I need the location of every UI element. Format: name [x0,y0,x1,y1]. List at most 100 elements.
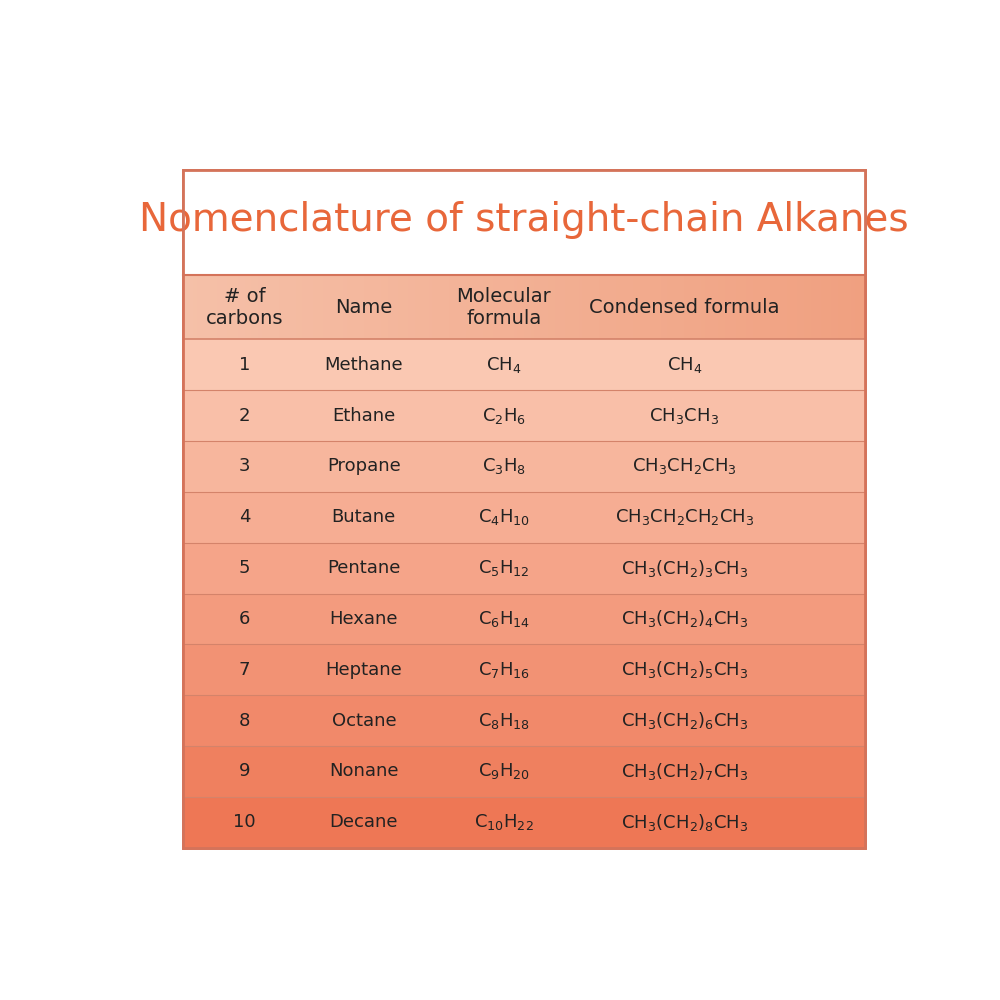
Bar [330,275,334,339]
Bar [217,275,221,339]
Bar [582,275,586,339]
Bar [234,275,238,339]
Text: C$_8$H$_{18}$: C$_8$H$_{18}$ [478,711,530,731]
Bar [204,275,208,339]
Bar [787,275,791,339]
Text: C$_3$H$_8$: C$_3$H$_8$ [482,456,526,476]
Bar [316,275,320,339]
Bar [579,275,583,339]
Bar [517,275,521,339]
Bar [251,275,256,339]
Bar [183,170,865,275]
Bar [637,275,641,339]
Bar [674,275,678,339]
Bar [626,275,631,339]
Bar [487,275,491,339]
Bar [439,275,443,339]
Bar [374,275,378,339]
Bar [405,275,409,339]
Bar [183,441,865,492]
Bar [275,275,279,339]
Bar [715,275,719,339]
Bar [821,275,825,339]
Bar [323,275,327,339]
Bar [834,275,839,339]
Bar [524,275,528,339]
Bar [197,275,201,339]
Bar [391,275,395,339]
Bar [476,275,481,339]
Bar [589,275,593,339]
Bar [350,275,354,339]
Bar [357,275,361,339]
Text: 1: 1 [239,356,250,374]
Text: C$_2$H$_6$: C$_2$H$_6$ [482,406,526,426]
Text: C$_4$H$_{10}$: C$_4$H$_{10}$ [478,507,530,527]
Bar [725,275,729,339]
Bar [684,275,689,339]
Bar [742,275,747,339]
Bar [408,275,412,339]
Bar [667,275,672,339]
Text: C$_5$H$_{12}$: C$_5$H$_{12}$ [478,558,530,578]
Bar [746,275,750,339]
Bar [688,275,692,339]
Bar [302,275,307,339]
Text: Propane: Propane [327,457,401,475]
Bar [377,275,382,339]
Text: CH$_3$CH$_2$CH$_2$CH$_3$: CH$_3$CH$_2$CH$_2$CH$_3$ [615,507,754,527]
Text: Methane: Methane [325,356,403,374]
Bar [548,275,552,339]
Text: CH$_4$: CH$_4$ [667,355,702,375]
Bar [282,275,286,339]
Bar [838,275,842,339]
Bar [695,275,699,339]
Bar [183,594,865,644]
Bar [231,275,235,339]
Bar [183,492,865,543]
Bar [568,275,573,339]
Bar [227,275,232,339]
Text: Heptane: Heptane [325,661,402,679]
Text: # of
carbons: # of carbons [206,287,283,328]
Bar [490,275,494,339]
Text: 9: 9 [239,762,250,780]
Bar [190,275,194,339]
Bar [360,275,365,339]
Bar [435,275,440,339]
Bar [623,275,627,339]
Bar [514,275,518,339]
Text: 2: 2 [239,407,250,425]
Bar [736,275,740,339]
Bar [425,275,429,339]
Bar [555,275,559,339]
Text: CH$_4$: CH$_4$ [486,355,521,375]
Bar [606,275,610,339]
Bar [354,275,358,339]
Bar [841,275,845,339]
Bar [749,275,753,339]
Bar [804,275,808,339]
Bar [299,275,303,339]
Text: 8: 8 [239,712,250,730]
Bar [371,275,375,339]
Bar [272,275,276,339]
Bar [671,275,675,339]
Bar [759,275,764,339]
Bar [285,275,290,339]
Bar [691,275,695,339]
Bar [483,275,487,339]
Bar [858,275,862,339]
Text: CH$_3$(CH$_2$)$_8$CH$_3$: CH$_3$(CH$_2$)$_8$CH$_3$ [621,812,748,833]
Bar [279,275,283,339]
Bar [381,275,385,339]
Bar [326,275,331,339]
Bar [183,390,865,441]
Bar [739,275,743,339]
Text: CH$_3$(CH$_2$)$_7$CH$_3$: CH$_3$(CH$_2$)$_7$CH$_3$ [621,761,748,782]
Bar [855,275,859,339]
Text: CH$_3$(CH$_2$)$_3$CH$_3$: CH$_3$(CH$_2$)$_3$CH$_3$ [621,558,748,579]
Bar [388,275,392,339]
Bar [296,275,300,339]
Bar [538,275,542,339]
